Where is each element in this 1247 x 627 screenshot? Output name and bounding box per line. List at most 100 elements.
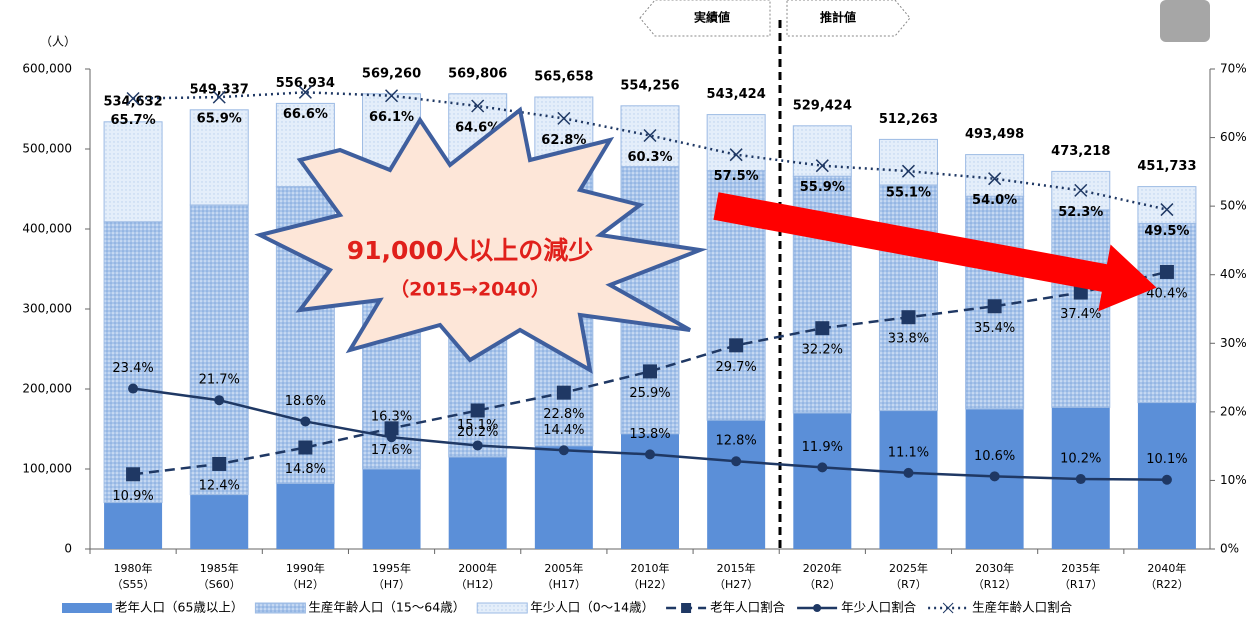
marker: [557, 386, 571, 400]
x-tick-label: 1990年: [286, 561, 325, 575]
x-tick-label: （H7）: [373, 578, 410, 591]
value-label: 14.4%: [543, 423, 584, 438]
bar: [966, 155, 1024, 197]
period-note: （2015→2040）: [390, 278, 550, 301]
legend-label: 生産年齢人口割合: [972, 600, 1073, 615]
legend-label: 生産年齢人口（15～64歳）: [308, 600, 465, 615]
value-label: 57.5%: [714, 169, 759, 184]
value-label: 10.1%: [1146, 452, 1187, 467]
marker: [212, 457, 226, 471]
marker: [126, 467, 140, 481]
legend-swatch: [813, 604, 821, 612]
x-tick-label: 2015年: [717, 561, 756, 575]
value-label: 49.5%: [1144, 224, 1189, 239]
total-label: 554,256: [620, 78, 679, 93]
chart: （人）0100,000200,000300,000400,000500,0006…: [0, 0, 1247, 623]
y2-tick-label: 70%: [1220, 62, 1247, 76]
x-tick-label: 2010年: [631, 561, 670, 575]
bar: [104, 503, 162, 549]
value-label: 60.3%: [627, 150, 672, 165]
x-tick-label: 2005年: [544, 561, 583, 575]
y2-tick-label: 30%: [1220, 336, 1247, 350]
y-tick-label: 400,000: [22, 222, 72, 236]
value-label: 35.4%: [974, 321, 1015, 336]
value-label: 65.7%: [111, 113, 156, 128]
legend-swatch: [681, 603, 691, 613]
x-tick-label: （S55）: [112, 578, 155, 591]
value-label: 52.3%: [1058, 205, 1103, 220]
bar: [879, 185, 937, 411]
x-tick-label: 2020年: [803, 561, 842, 575]
marker: [1076, 474, 1086, 484]
value-label: 33.8%: [888, 332, 929, 347]
bar: [190, 495, 248, 549]
value-label: 25.9%: [629, 386, 670, 401]
x-tick-label: 2000年: [458, 561, 497, 575]
marker: [300, 416, 310, 426]
total-label: 493,498: [965, 127, 1024, 142]
bar: [1138, 223, 1196, 402]
marker: [1160, 265, 1174, 279]
marker: [214, 395, 224, 405]
x-tick-label: 2030年: [975, 561, 1014, 575]
value-label: 29.7%: [715, 360, 756, 375]
bar: [276, 483, 334, 549]
x-tick-label: 2040年: [1147, 561, 1186, 575]
total-label: 512,263: [879, 112, 938, 127]
bar: [879, 139, 937, 185]
y-tick-label: 0: [64, 542, 72, 556]
total-label: 556,934: [276, 76, 335, 91]
legend-label: 年少人口割合: [841, 600, 917, 615]
value-label: 14.8%: [285, 462, 326, 477]
value-label: 10.6%: [974, 449, 1015, 464]
value-label: 66.1%: [369, 110, 414, 125]
marker: [990, 471, 1000, 481]
x-tick-label: 2035年: [1061, 561, 1100, 575]
y-tick-label: 300,000: [22, 302, 72, 316]
total-label: 569,260: [362, 66, 421, 81]
marker: [645, 449, 655, 459]
x-tick-label: （H12）: [456, 578, 500, 591]
x-tick-label: 1985年: [200, 561, 239, 575]
bar: [535, 446, 593, 549]
estimate-label: 推計値: [820, 10, 856, 25]
bar: [879, 411, 937, 549]
bar: [793, 126, 851, 176]
value-label: 17.6%: [371, 443, 412, 458]
marker: [471, 403, 485, 417]
value-label: 11.1%: [888, 445, 929, 460]
value-label: 21.7%: [199, 373, 240, 388]
total-label: 543,424: [707, 87, 766, 102]
value-label: 55.1%: [886, 186, 931, 201]
legend-swatch: [255, 603, 305, 613]
x-tick-label: （H17）: [542, 578, 586, 591]
marker: [988, 299, 1002, 313]
x-tick-label: 1995年: [372, 561, 411, 575]
x-tick-label: （R12）: [973, 578, 1017, 591]
x-tick-label: 1980年: [114, 561, 153, 575]
actual-label: 実績値: [694, 10, 730, 25]
total-label: 529,424: [793, 98, 852, 113]
total-label: 549,337: [190, 82, 249, 97]
marker: [643, 364, 657, 378]
value-label: 32.2%: [802, 343, 843, 358]
marker: [298, 441, 312, 455]
marker: [559, 445, 569, 455]
value-label: 55.9%: [800, 180, 845, 195]
person-illustration: [1160, 0, 1210, 42]
legend-label: 年少人口（0～14歳）: [530, 600, 654, 615]
total-label: 565,658: [534, 70, 593, 85]
value-label: 37.4%: [1060, 307, 1101, 322]
value-label: 18.6%: [285, 394, 326, 409]
bar: [449, 457, 507, 549]
x-tick-label: （H27）: [714, 578, 758, 591]
legend-label: 老年人口（65歳以上）: [115, 600, 243, 615]
value-label: 11.9%: [802, 440, 843, 455]
x-tick-label: 2025年: [889, 561, 928, 575]
marker: [1162, 475, 1172, 485]
value-label: 12.4%: [199, 478, 240, 493]
legend-swatch: [477, 603, 527, 613]
total-label: 473,218: [1051, 144, 1110, 159]
x-tick-label: （R22）: [1145, 578, 1189, 591]
x-tick-label: （R2）: [804, 578, 841, 591]
